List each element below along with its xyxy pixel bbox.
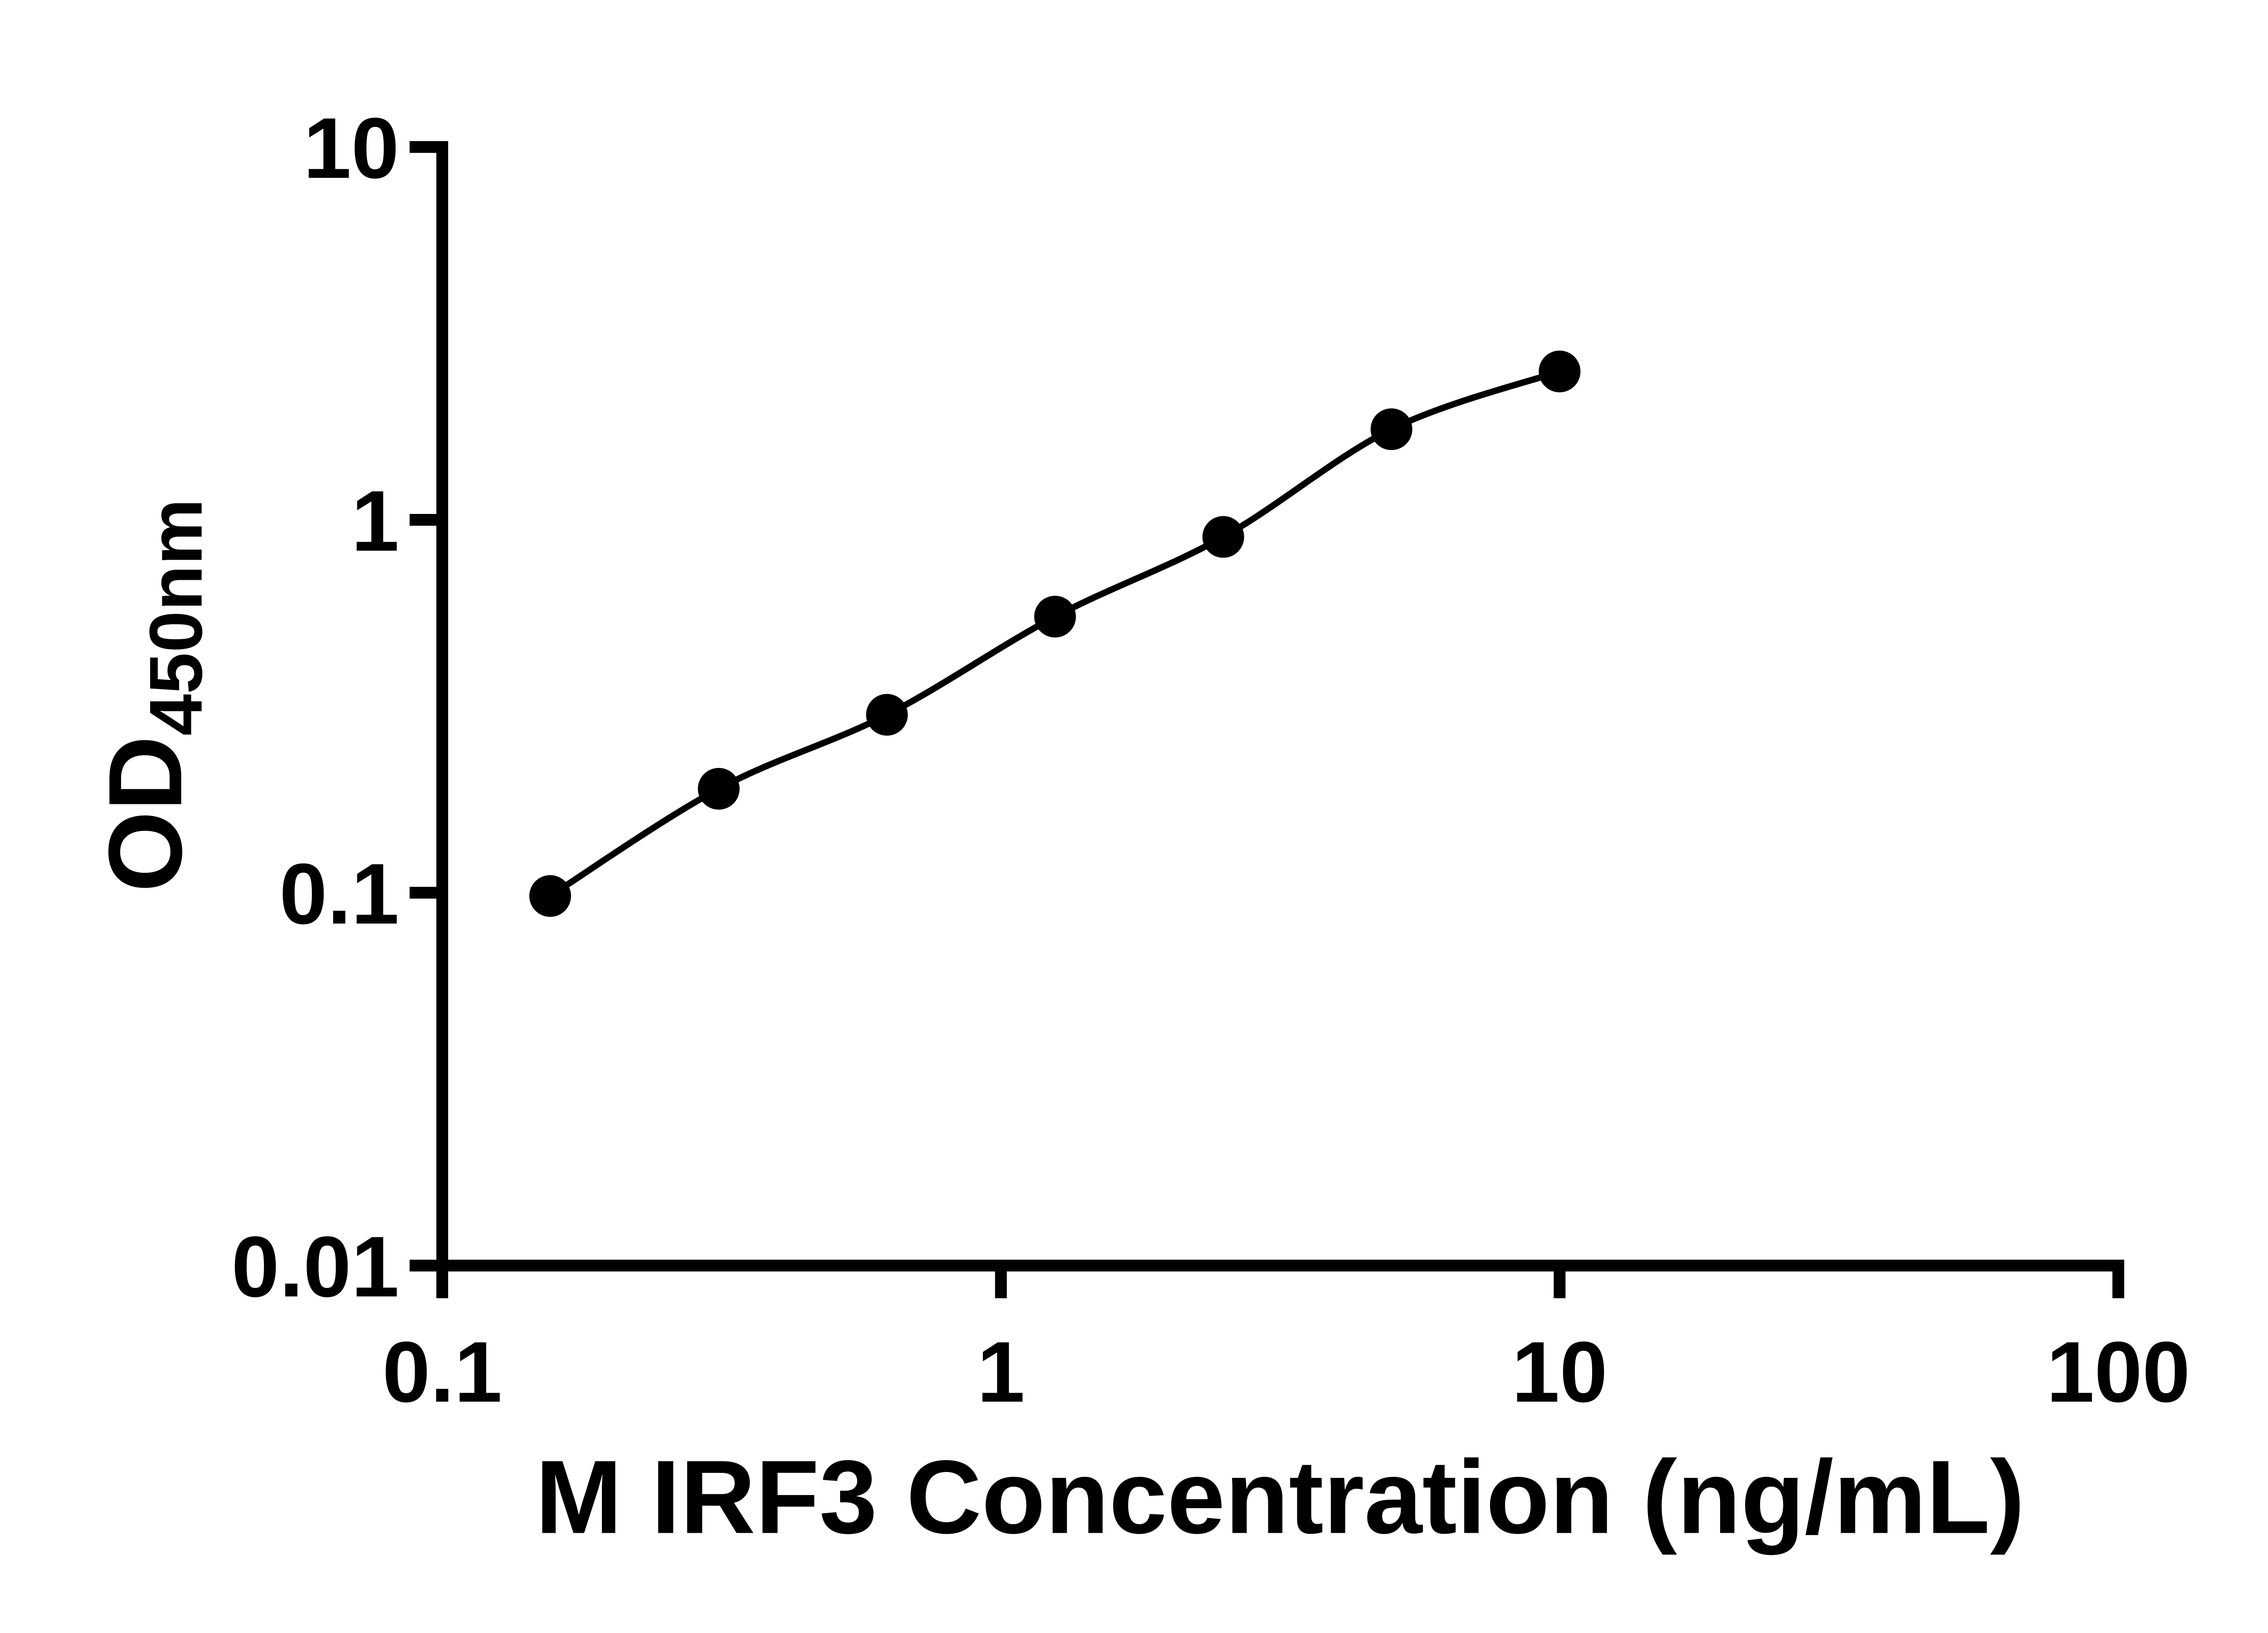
y-tick-label: 10 — [303, 100, 399, 196]
data-point — [1539, 350, 1581, 392]
y-tick-label: 1 — [351, 473, 399, 569]
x-tick-label: 1 — [977, 1324, 1025, 1420]
y-axis-title-main: OD — [87, 735, 204, 892]
y-axis-title-subscript: 450nm — [134, 499, 218, 736]
data-point — [1202, 516, 1244, 558]
y-tick-label: 0.1 — [279, 846, 399, 942]
x-tick-label: 100 — [2046, 1324, 2190, 1420]
data-point — [698, 768, 740, 810]
x-tick-label: 10 — [1512, 1324, 1608, 1420]
data-point — [866, 694, 908, 736]
axes-frame — [436, 141, 2124, 1271]
y-axis-title: OD450nm — [85, 499, 219, 892]
x-axis-title: M IRF3 Concentration (ng/mL) — [535, 1438, 2025, 1555]
y-tick-label: 0.01 — [231, 1219, 399, 1315]
data-point — [529, 875, 571, 917]
x-tick-label: 0.1 — [382, 1324, 502, 1420]
data-point — [1034, 596, 1076, 638]
data-point — [1370, 408, 1413, 450]
